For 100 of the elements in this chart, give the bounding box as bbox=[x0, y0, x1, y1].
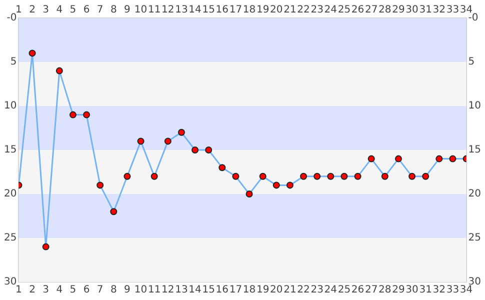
point bbox=[408, 172, 416, 180]
x-tick-label: 11 bbox=[148, 284, 161, 296]
point bbox=[286, 182, 294, 189]
x2-tick-label: 33 bbox=[446, 4, 460, 16]
point bbox=[368, 155, 375, 162]
x2-tick-label: 15 bbox=[202, 4, 215, 16]
x2-tick-label: 4 bbox=[56, 4, 63, 16]
point bbox=[110, 208, 118, 216]
x-tick-label: 18 bbox=[242, 284, 256, 296]
x-tick-label: 32 bbox=[432, 284, 446, 296]
point bbox=[246, 190, 253, 198]
x2-tick-label: 28 bbox=[378, 4, 392, 16]
x2-tick-label: 12 bbox=[162, 4, 174, 16]
x2-tick-label: 3 bbox=[42, 4, 50, 16]
x2-tick-label: 20 bbox=[270, 4, 283, 16]
point bbox=[327, 172, 334, 180]
x-tick-label: 16 bbox=[216, 284, 229, 296]
x-tick-label: 20 bbox=[270, 284, 283, 296]
x-tick-label: 26 bbox=[351, 284, 364, 296]
point bbox=[436, 155, 443, 162]
y-tick-label: 25 bbox=[4, 232, 17, 244]
x2-tick-label: 32 bbox=[432, 4, 446, 16]
x-tick-label: 8 bbox=[110, 284, 117, 296]
x-tick-label: 29 bbox=[392, 284, 405, 296]
x-tick-label: 2 bbox=[29, 284, 36, 296]
point bbox=[300, 172, 308, 180]
point bbox=[422, 172, 430, 180]
x2-tick-label: 21 bbox=[284, 4, 296, 16]
x2-tick-label: 22 bbox=[297, 4, 310, 16]
y-tick-label: 30 bbox=[4, 276, 17, 288]
point bbox=[232, 172, 240, 180]
point bbox=[340, 172, 348, 180]
x-tick-label: 33 bbox=[446, 284, 460, 296]
x2-tick-label: 24 bbox=[324, 4, 338, 16]
x-tick-label: 25 bbox=[338, 284, 351, 296]
x-tick-label: 28 bbox=[378, 284, 392, 296]
point bbox=[96, 182, 104, 189]
x-tick-label: 34 bbox=[460, 284, 473, 296]
x2-tick-label: 14 bbox=[188, 4, 202, 16]
point bbox=[150, 172, 158, 180]
point bbox=[449, 155, 456, 162]
x-tick-label: 3 bbox=[42, 284, 50, 296]
point bbox=[69, 111, 76, 118]
x2-tick-label: 31 bbox=[419, 4, 432, 16]
x2-tick-label: 10 bbox=[134, 4, 148, 16]
x2-tick-label: 23 bbox=[310, 4, 324, 16]
x-tick-label: 15 bbox=[202, 284, 215, 296]
y-tick-label: -0 bbox=[6, 12, 17, 24]
point bbox=[124, 172, 131, 180]
x-tick-label: 6 bbox=[83, 284, 90, 296]
y2-tick-label: 5 bbox=[468, 56, 475, 68]
x-tick-label: 23 bbox=[310, 284, 324, 296]
point bbox=[83, 111, 90, 118]
x2-tick-label: 1 bbox=[16, 4, 22, 16]
x2-tick-label: 7 bbox=[96, 4, 104, 16]
x-tick-label: 24 bbox=[324, 284, 338, 296]
x-tick-label: 5 bbox=[70, 284, 76, 296]
x-tick-label: 21 bbox=[284, 284, 296, 296]
point bbox=[28, 50, 36, 57]
x-tick-label: 30 bbox=[406, 284, 418, 296]
x2-tick-label: 11 bbox=[148, 4, 161, 16]
y-tick-label: 10 bbox=[4, 100, 17, 112]
x-tick-label: 19 bbox=[256, 284, 270, 296]
y2-tick-label: 25 bbox=[468, 232, 482, 244]
x2-tick-label: 25 bbox=[338, 4, 351, 16]
x2-tick-label: 27 bbox=[364, 4, 378, 16]
point bbox=[354, 172, 362, 180]
point bbox=[56, 67, 63, 74]
x-tick-label: 4 bbox=[56, 284, 63, 296]
x2-tick-label: 9 bbox=[124, 4, 130, 16]
y-tick-label: 15 bbox=[4, 144, 17, 156]
x-tick-label: 31 bbox=[419, 284, 432, 296]
point bbox=[164, 138, 172, 145]
point bbox=[218, 164, 226, 172]
point bbox=[178, 128, 185, 136]
x2-tick-label: 16 bbox=[216, 4, 229, 16]
x2-tick-label: 5 bbox=[70, 4, 76, 16]
x-tick-label: 7 bbox=[96, 284, 104, 296]
y2-tick-label: 10 bbox=[468, 100, 482, 112]
y-tick-label: 5 bbox=[10, 56, 17, 68]
point bbox=[259, 172, 266, 180]
x2-tick-label: 2 bbox=[29, 4, 36, 16]
point bbox=[42, 243, 50, 250]
x-tick-label: 9 bbox=[124, 284, 130, 296]
x-tick-label: 13 bbox=[175, 284, 188, 296]
point bbox=[137, 138, 144, 145]
x2-tick-label: 18 bbox=[242, 4, 256, 16]
x-tick-label: 10 bbox=[134, 284, 148, 296]
x2-tick-label: 6 bbox=[83, 4, 90, 16]
y2-tick-label: 15 bbox=[468, 144, 482, 156]
point bbox=[192, 146, 199, 154]
x2-tick-label: 26 bbox=[351, 4, 364, 16]
y-tick-label: 20 bbox=[4, 188, 17, 200]
x2-tick-label: 19 bbox=[256, 4, 270, 16]
x-tick-label: 1 bbox=[16, 284, 22, 296]
x2-tick-label: 29 bbox=[392, 4, 405, 16]
point bbox=[205, 146, 212, 154]
x-tick-label: 12 bbox=[162, 284, 174, 296]
x2-tick-label: 30 bbox=[406, 4, 418, 16]
point bbox=[272, 182, 280, 189]
